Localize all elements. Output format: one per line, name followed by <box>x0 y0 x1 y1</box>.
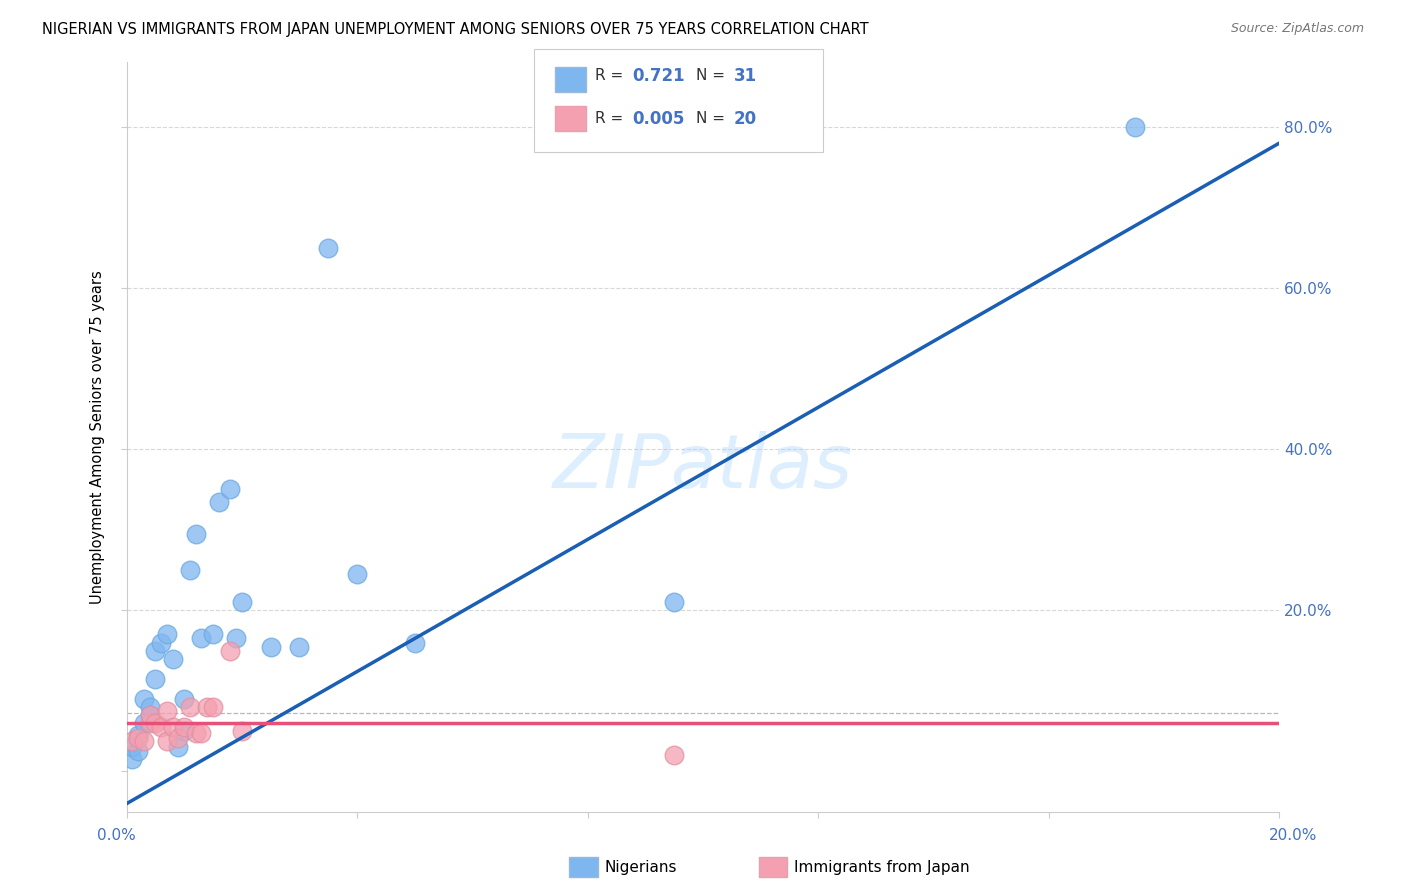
Point <box>127 728 149 742</box>
Point <box>145 716 166 731</box>
Point <box>190 632 212 646</box>
Point <box>664 595 686 609</box>
Point <box>162 651 184 665</box>
Point <box>190 725 212 739</box>
Text: Source: ZipAtlas.com: Source: ZipAtlas.com <box>1230 22 1364 36</box>
Point <box>145 672 166 686</box>
Text: ZIPatlas: ZIPatlas <box>553 431 853 503</box>
Point <box>173 692 195 706</box>
Point <box>202 700 225 714</box>
Text: 20: 20 <box>734 110 756 128</box>
Point <box>225 632 247 646</box>
Point <box>231 595 253 609</box>
Point <box>121 734 143 748</box>
Point <box>208 494 231 508</box>
Point <box>179 700 201 714</box>
Text: R =: R = <box>595 112 628 126</box>
Point <box>138 700 160 714</box>
Text: 0.721: 0.721 <box>633 67 685 85</box>
Point <box>167 731 190 745</box>
Point <box>664 748 686 763</box>
Point <box>173 720 195 734</box>
Y-axis label: Unemployment Among Seniors over 75 years: Unemployment Among Seniors over 75 years <box>90 270 105 604</box>
Text: Nigerians: Nigerians <box>605 860 678 874</box>
Point <box>259 640 281 654</box>
Text: 0.005: 0.005 <box>633 110 685 128</box>
Point <box>219 483 242 497</box>
Point <box>132 734 155 748</box>
Point <box>138 708 160 723</box>
Point <box>145 643 166 657</box>
Point <box>150 720 173 734</box>
Point <box>1125 120 1147 134</box>
Text: Immigrants from Japan: Immigrants from Japan <box>794 860 970 874</box>
Point <box>404 635 426 649</box>
Point <box>202 627 225 641</box>
Point <box>138 708 160 723</box>
Point <box>195 700 218 714</box>
Text: N =: N = <box>696 112 730 126</box>
Point <box>156 627 179 641</box>
Point <box>156 704 179 718</box>
Point <box>219 643 242 657</box>
Point <box>184 725 207 739</box>
Point <box>156 734 179 748</box>
Text: 20.0%: 20.0% <box>1270 829 1317 843</box>
Point <box>162 720 184 734</box>
Point <box>184 526 207 541</box>
Point <box>138 716 160 731</box>
Point <box>167 740 190 755</box>
Point <box>173 724 195 739</box>
Point <box>127 744 149 758</box>
Point <box>150 635 173 649</box>
Text: N =: N = <box>696 69 730 83</box>
Point <box>132 716 155 731</box>
Point <box>121 740 143 755</box>
Text: 0.0%: 0.0% <box>97 829 136 843</box>
Point <box>318 241 340 255</box>
Point <box>127 731 149 745</box>
Point <box>288 640 311 654</box>
Text: NIGERIAN VS IMMIGRANTS FROM JAPAN UNEMPLOYMENT AMONG SENIORS OVER 75 YEARS CORRE: NIGERIAN VS IMMIGRANTS FROM JAPAN UNEMPL… <box>42 22 869 37</box>
Text: R =: R = <box>595 69 628 83</box>
Point <box>132 692 155 706</box>
Point <box>179 563 201 577</box>
Point <box>231 724 253 739</box>
Text: 31: 31 <box>734 67 756 85</box>
Point <box>121 752 143 766</box>
Point <box>346 567 368 582</box>
